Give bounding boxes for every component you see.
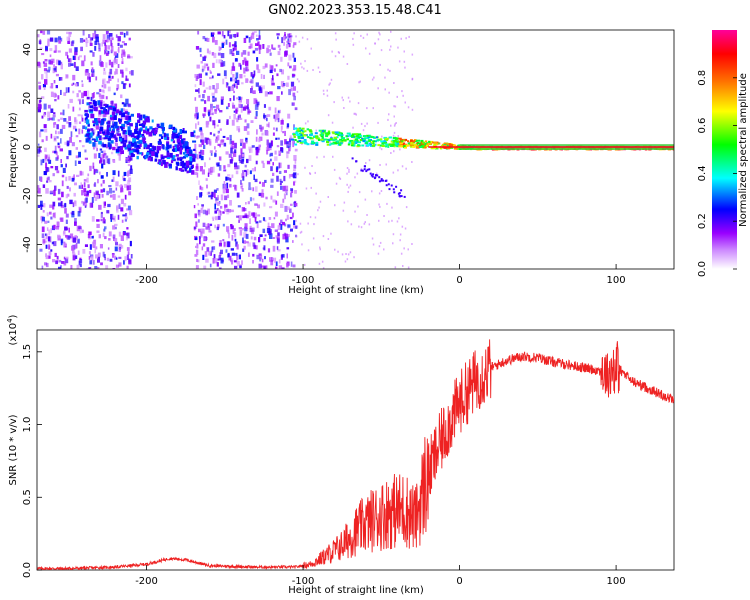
snr-y-ticks: 0.0 0.5 1.0 1.5	[22, 344, 42, 578]
y-tick-label: -40	[22, 236, 33, 252]
spectrogram-cells	[37, 30, 674, 269]
x-tick-label: -100	[292, 275, 315, 286]
colorbar-ticks: 0.0 0.2 0.4 0.6 0.8	[697, 70, 737, 277]
colorbar: 0.0 0.2 0.4 0.6 0.8 Normalized spectral ampl…	[697, 30, 749, 277]
y-tick-label: -20	[22, 188, 33, 204]
snr-series-line	[37, 339, 674, 570]
x-tick-label: 100	[607, 275, 626, 286]
spectrogram-x-ticks: -200 -100 0 100	[135, 264, 626, 286]
spectrogram-y-ticks: -40 -20 0 20 40	[22, 43, 42, 253]
x-tick-label: -200	[135, 576, 158, 587]
y-tick-label: 1.5	[22, 344, 33, 360]
y-tick-label: 0.5	[22, 489, 33, 505]
y-tick-label: 20	[22, 92, 33, 105]
y-tick-label: 0.0	[22, 562, 33, 578]
colorbar-tick-label: 0.2	[697, 213, 708, 229]
snr-x-label: Height of straight line (km)	[288, 585, 424, 596]
x-tick-label: 100	[607, 576, 626, 587]
snr-y-label: SNR (10 * v/v)	[8, 414, 19, 485]
colorbar-gradient	[712, 30, 737, 269]
colorbar-tick-label: 0.4	[697, 165, 708, 181]
y-tick-label: 1.0	[22, 417, 33, 433]
spectrogram-x-label: Height of straight line (km)	[288, 285, 424, 296]
colorbar-tick-label: 0.6	[697, 118, 708, 134]
x-tick-label: 0	[456, 576, 462, 587]
x-tick-label: -200	[135, 275, 158, 286]
spectrogram-frame	[36, 29, 675, 270]
x-tick-label: 0	[456, 275, 462, 286]
snr-frame	[36, 329, 675, 571]
colorbar-label: Normalized spectral amplitude	[738, 73, 749, 227]
snr-x-ticks: -200 -100 0 100	[135, 565, 626, 587]
spectrogram-y-label: Frequency (Hz)	[8, 112, 19, 188]
colorbar-tick-label: 0.0	[697, 261, 708, 277]
y-tick-label: 40	[22, 43, 33, 56]
snr-panel: -200 -100 0 100 0.0 0.5 1.0 1.5 Height of stra…	[6, 314, 675, 596]
y-tick-label: 0	[22, 144, 33, 150]
colorbar-tick-label: 0.8	[697, 70, 708, 86]
snr-y-scale: (x104)	[6, 314, 19, 345]
x-tick-label: -100	[292, 576, 315, 587]
figure-title: GN02.2023.353.15.48.C41	[268, 3, 442, 18]
